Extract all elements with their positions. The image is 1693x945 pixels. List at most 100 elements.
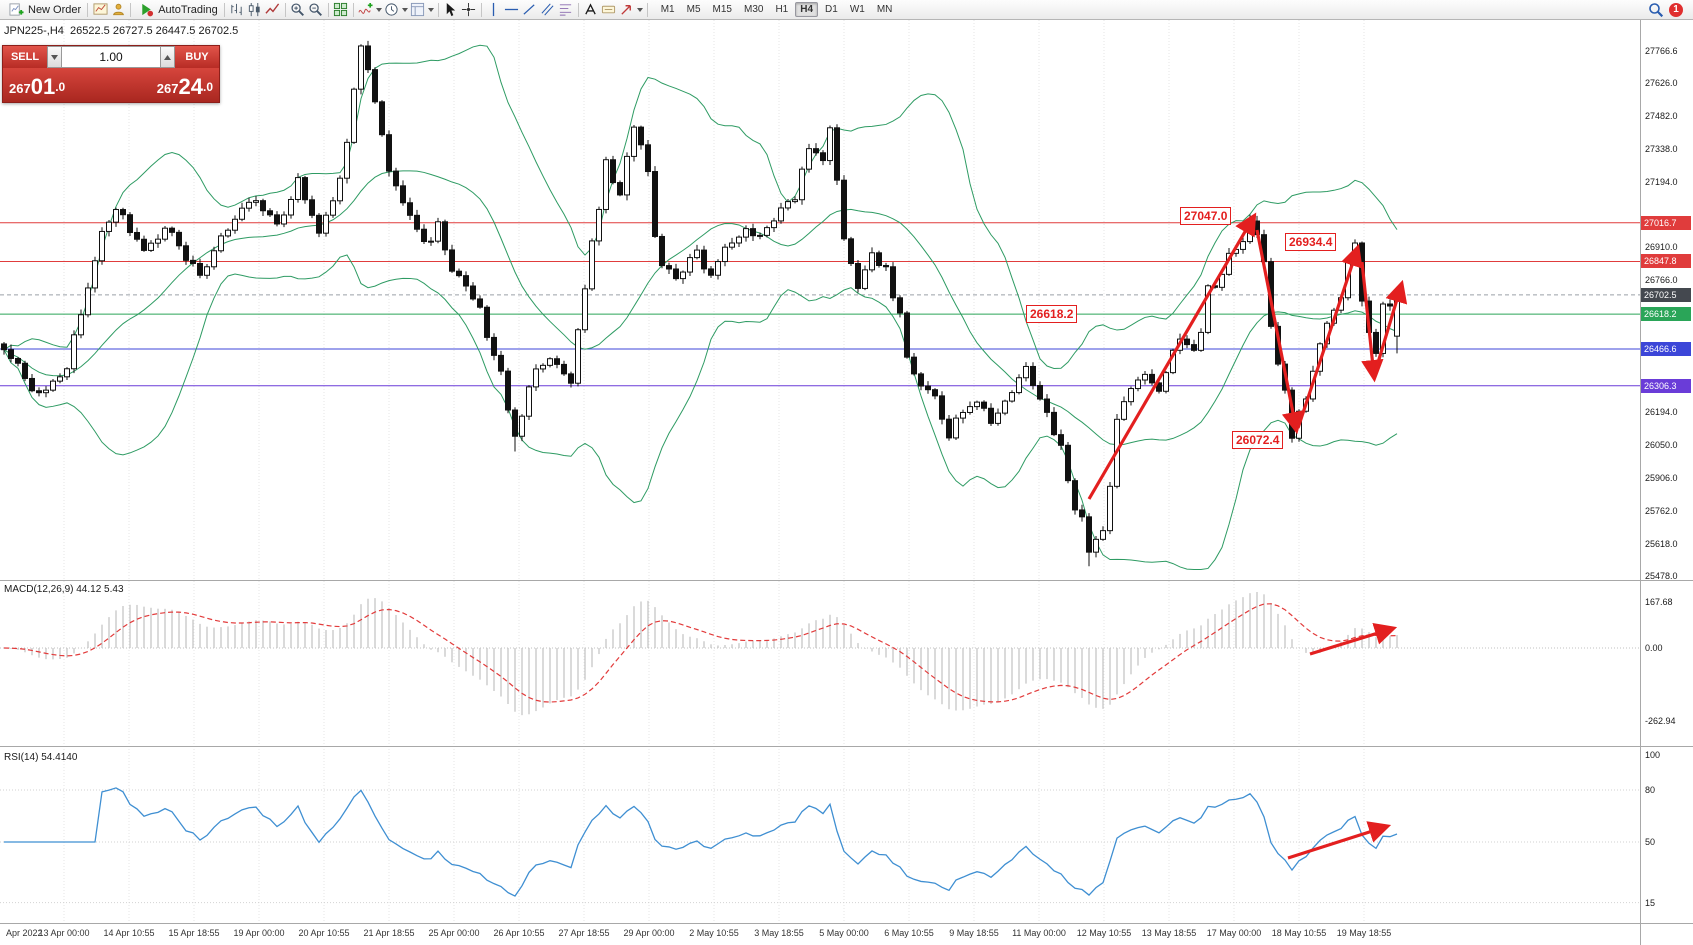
timeframe-group: M1 M5 M15 M30 H1 H4 D1 W1 MN — [655, 2, 899, 17]
new-order-button[interactable]: New Order — [4, 1, 84, 19]
bar-chart-icon[interactable] — [228, 2, 246, 18]
notification-badge[interactable]: 1 — [1669, 2, 1683, 17]
horizontal-line-icon[interactable] — [503, 2, 521, 18]
template-dropdown-caret[interactable] — [427, 7, 434, 12]
sell-price-digits: 267 — [9, 81, 31, 96]
trend-arrows — [1087, 212, 1408, 860]
text-label-icon[interactable] — [600, 2, 618, 18]
text-tool-icon[interactable] — [582, 2, 600, 18]
chart-title: JPN225-,H4 26522.5 26727.5 26447.5 26702… — [4, 25, 239, 37]
search-icon[interactable] — [1647, 2, 1665, 18]
price-tag: 26618.2 — [1641, 307, 1691, 322]
trendline-icon[interactable] — [521, 2, 539, 18]
time-axis-label: 11 May 00:00 — [1012, 928, 1066, 938]
indicators-icon[interactable] — [357, 2, 375, 18]
price-tag: 26306.3 — [1641, 378, 1691, 393]
macd-panel-separator[interactable] — [0, 580, 1693, 581]
profiles-icon[interactable] — [109, 2, 127, 18]
rsi-axis-label: 15 — [1645, 897, 1656, 908]
one-click-trading-widget: SELL 1.00 BUY 267 01.0 267 24.0 — [2, 45, 220, 103]
arrows-dropdown-caret[interactable] — [636, 7, 643, 12]
price-annotation[interactable]: 26618.2 — [1026, 305, 1078, 323]
toolbar-divider — [284, 2, 286, 17]
time-axis-label: 3 May 18:55 — [754, 928, 804, 938]
toolbar-divider — [352, 2, 354, 17]
timeframe-w1[interactable]: W1 — [849, 4, 865, 15]
macd-indicator-label: MACD(12,26,9) 44.12 5.43 — [4, 584, 124, 595]
buy-price-digits: .0 — [202, 80, 213, 94]
rsi-axis-label: 80 — [1645, 785, 1656, 795]
line-chart-icon[interactable] — [264, 2, 282, 18]
toolbar-divider — [480, 2, 482, 17]
tile-windows-icon[interactable] — [332, 2, 350, 18]
toolbar-divider — [577, 2, 579, 17]
volume-increase-button[interactable] — [160, 46, 175, 68]
price-annotation[interactable]: 27047.0 — [1180, 207, 1232, 225]
buy-button[interactable]: BUY — [175, 46, 219, 68]
period-clock-icon[interactable] — [383, 2, 401, 18]
time-axis-label: 19 Apr 00:00 — [233, 928, 285, 938]
price-annotation[interactable]: 26934.4 — [1285, 233, 1337, 251]
price-axis-label: 25478.0 — [1645, 570, 1678, 581]
toolbar-divider — [223, 2, 225, 17]
time-axis-label: Apr 2022 — [6, 928, 43, 938]
rsi-indicator-label: RSI(14) 54.4140 — [4, 752, 78, 763]
crosshair-icon[interactable] — [460, 2, 478, 18]
price-tag: 27016.7 — [1641, 215, 1691, 230]
price-tag: 26466.6 — [1641, 341, 1691, 356]
buy-price-digits: 267 — [156, 81, 179, 96]
vertical-line-icon[interactable] — [485, 2, 503, 18]
time-axis-label: 19 May 18:55 — [1336, 928, 1392, 938]
fibonacci-icon[interactable] — [557, 2, 575, 18]
autotrading-button[interactable]: AutoTrading — [134, 1, 221, 19]
indicators-dropdown-caret[interactable] — [375, 7, 382, 12]
timeframe-mn[interactable]: MN — [876, 4, 893, 15]
time-gridlines — [63, 20, 1365, 923]
trade-widget-prices: 267 01.0 267 24.0 — [3, 68, 219, 102]
rsi-panel-separator[interactable] — [0, 746, 1693, 747]
equidistant-channel-icon[interactable] — [539, 2, 557, 18]
timeframe-m5[interactable]: M5 — [686, 4, 701, 15]
price-axis-label: 26766.0 — [1645, 275, 1678, 286]
toolbar: New Order AutoTrading — [0, 0, 1693, 20]
time-axis-label: 25 Apr 00:00 — [428, 928, 480, 938]
price-axis-label: 26194.0 — [1645, 406, 1678, 417]
rsi-axis-label: 50 — [1645, 837, 1656, 847]
sell-button[interactable]: SELL — [3, 46, 47, 68]
arrows-tool-icon[interactable] — [618, 2, 636, 18]
timeframe-h1[interactable]: H1 — [775, 4, 789, 15]
autotrading-label: AutoTrading — [158, 3, 218, 16]
price-annotation[interactable]: 26072.4 — [1232, 431, 1284, 449]
time-axis-label: 9 May 18:55 — [949, 928, 999, 938]
timeframe-h4[interactable]: H4 — [795, 2, 819, 17]
toolbar-divider — [437, 2, 439, 17]
cursor-icon[interactable] — [442, 2, 460, 18]
volume-decrease-button[interactable] — [47, 46, 62, 68]
time-axis-label: 5 May 00:00 — [819, 928, 869, 938]
price-axis-separator — [1640, 20, 1641, 945]
zoom-in-icon[interactable] — [289, 2, 307, 18]
sell-price[interactable]: 267 01.0 — [3, 68, 111, 102]
template-icon[interactable] — [409, 2, 427, 18]
volume-input[interactable]: 1.00 — [62, 46, 160, 68]
trade-widget-controls: SELL 1.00 BUY — [3, 46, 219, 68]
price-axis-label: 25906.0 — [1645, 472, 1678, 483]
timeframe-m30[interactable]: M30 — [743, 4, 764, 15]
bollinger-bands — [3, 44, 1398, 570]
timeframe-m15[interactable]: M15 — [712, 4, 732, 15]
price-axis[interactable]: 27016.7 26847.8 26702.5 26618.2 26466.6 26306… — [1641, 20, 1693, 923]
time-axis-label: 29 Apr 00:00 — [623, 928, 675, 938]
period-dropdown-caret[interactable] — [401, 7, 408, 12]
price-axis-label: 27626.0 — [1645, 77, 1678, 88]
candlestick-chart-icon[interactable] — [246, 2, 264, 18]
zoom-out-icon[interactable] — [307, 2, 325, 18]
time-axis-label: 18 May 10:55 — [1271, 928, 1327, 938]
buy-price[interactable]: 267 24.0 — [111, 68, 219, 102]
time-axis[interactable]: Apr 2022 13 Apr 00:00 14 Apr 10:55 15 Apr 1… — [0, 924, 1693, 945]
toolbar-divider — [646, 2, 648, 17]
timeframe-m1[interactable]: M1 — [660, 4, 675, 15]
timeframe-d1[interactable]: D1 — [825, 4, 838, 15]
new-order-icon — [7, 2, 25, 18]
charts-icon[interactable] — [91, 2, 109, 18]
